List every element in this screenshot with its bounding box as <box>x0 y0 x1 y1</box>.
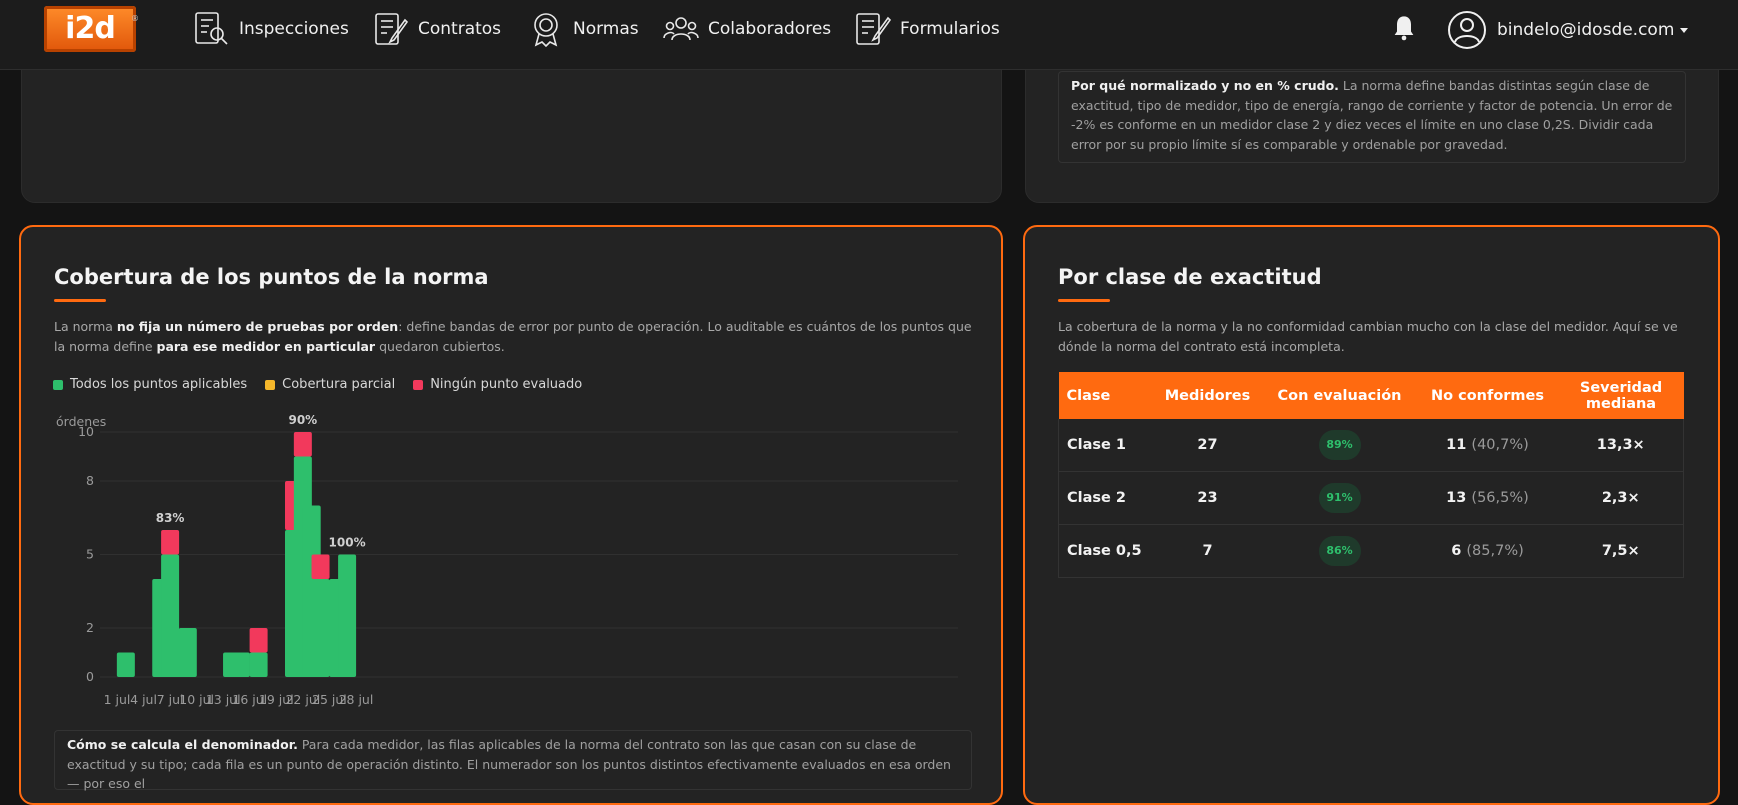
nav-colaboradores[interactable]: Colaboradores <box>662 11 831 47</box>
coverage-card: Cobertura de los puntos de la norma La n… <box>19 225 1003 805</box>
inspection-icon <box>195 12 228 45</box>
cell-eval: 86% <box>1262 524 1417 578</box>
cell-severidad: 7,5× <box>1558 524 1684 578</box>
col-con-evaluacion[interactable]: Con evaluación <box>1262 372 1417 419</box>
registered-mark: ® <box>131 14 139 23</box>
cell-no-conformes: 11 (40,7%) <box>1416 419 1559 472</box>
y-axis-label: órdenes <box>56 414 106 429</box>
bar-segment-complete <box>231 652 250 677</box>
x-tick-label: 25 jul <box>312 692 347 707</box>
legend-swatch-red <box>413 379 424 390</box>
bar-segment-complete <box>161 554 180 677</box>
user-menu[interactable]: bindelo@idosde.com <box>1447 10 1689 50</box>
people-icon <box>663 17 699 41</box>
legend-swatch-green <box>53 379 63 390</box>
denominator-note: Cómo se calcula el denominador. Para cad… <box>54 730 972 791</box>
cell-eval: 91% <box>1262 471 1417 525</box>
legend-item-partial[interactable]: Cobertura parcial <box>265 377 395 392</box>
cell-clase: Clase 1 <box>1058 419 1153 472</box>
x-tick-label: 22 jul <box>285 692 320 707</box>
coverage-pill: 89% <box>1318 430 1361 460</box>
bell-icon <box>1394 16 1414 41</box>
nav-formularios[interactable]: Formularios <box>854 11 1000 47</box>
nav-contratos[interactable]: Contratos <box>372 11 501 47</box>
bar-annotation: 100% <box>329 536 366 550</box>
normalization-note: Por qué normalizado y no en % crudo. La … <box>1058 71 1686 163</box>
x-tick-label: 7 jul <box>157 692 184 707</box>
coverage-title: Cobertura de los puntos de la norma <box>54 265 489 289</box>
cell-medidores: 27 <box>1152 419 1263 472</box>
legend-item-all[interactable]: Todos los puntos aplicables <box>53 377 247 392</box>
y-tick-label: 5 <box>86 547 94 562</box>
bar-segment-none <box>311 554 330 579</box>
app-logo[interactable]: i2d <box>44 6 136 52</box>
bar-segment-complete <box>338 554 357 677</box>
x-tick-label: 1 jul <box>104 692 131 707</box>
form-icon <box>856 13 892 45</box>
accuracy-description: La cobertura de la norma y la no conform… <box>1058 319 1678 354</box>
x-tick-label: 10 jul <box>179 692 214 707</box>
table-row[interactable]: Clase 2 23 91% 13 (56,5%) 2,3× <box>1058 471 1684 525</box>
nav-inspecciones[interactable]: Inspecciones <box>193 11 349 47</box>
x-tick-label: 4 jul <box>130 692 157 707</box>
chevron-down-icon <box>1680 27 1689 33</box>
accuracy-table: Clase Medidores Con evaluación No confor… <box>1058 372 1684 578</box>
contract-icon <box>375 13 409 45</box>
chart-legend: Todos los puntos aplicables Cobertura pa… <box>53 377 600 392</box>
top-navbar: i2d ® Inspecciones Contratos Normas Cola… <box>0 0 1738 70</box>
col-clase[interactable]: Clase <box>1058 372 1153 419</box>
notifications-button[interactable] <box>1390 14 1418 46</box>
nav-normas[interactable]: Normas <box>527 11 639 48</box>
cell-severidad: 2,3× <box>1558 471 1684 525</box>
bar-annotation: 90% <box>288 413 317 427</box>
table-row[interactable]: Clase 1 27 89% 11 (40,7%) 13,3× <box>1058 419 1684 472</box>
col-medidores[interactable]: Medidores <box>1152 372 1263 419</box>
cell-medidores: 23 <box>1152 471 1263 525</box>
x-tick-label: 19 jul <box>259 692 294 707</box>
bar-segment-none <box>161 530 180 555</box>
bar-segment-complete <box>249 652 268 677</box>
col-severidad[interactable]: Severidad mediana <box>1558 372 1684 419</box>
x-tick-label: 13 jul <box>206 692 241 707</box>
legend-item-none[interactable]: Ningún punto evaluado <box>413 377 582 392</box>
coverage-pill: 86% <box>1318 536 1361 566</box>
bar-segment-none <box>293 432 312 457</box>
table-header-row: Clase Medidores Con evaluación No confor… <box>1058 372 1684 419</box>
y-tick-label: 10 <box>78 424 94 439</box>
bar-segment-none <box>249 628 268 653</box>
bar-annotation: 83% <box>156 511 185 525</box>
cell-medidores: 7 <box>1152 524 1263 578</box>
user-avatar-icon <box>1448 11 1486 49</box>
cell-clase: Clase 0,5 <box>1058 524 1153 578</box>
y-tick-label: 8 <box>86 473 94 488</box>
cell-no-conformes: 13 (56,5%) <box>1416 471 1559 525</box>
y-tick-label: 0 <box>86 669 94 684</box>
x-tick-label: 16 jul <box>232 692 267 707</box>
title-accent <box>54 299 106 302</box>
award-icon <box>534 13 558 48</box>
x-tick-label: 28 jul <box>339 692 374 707</box>
user-email: bindelo@idosde.com <box>1497 20 1675 40</box>
y-tick-label: 2 <box>86 620 94 635</box>
cell-no-conformes: 6 (85,7%) <box>1416 524 1559 578</box>
cell-severidad: 13,3× <box>1558 419 1684 472</box>
cell-eval: 89% <box>1262 419 1417 472</box>
legend-swatch-yellow <box>265 379 276 390</box>
cell-clase: Clase 2 <box>1058 471 1153 525</box>
accuracy-title: Por clase de exactitud <box>1058 265 1322 289</box>
col-no-conformes[interactable]: No conformes <box>1416 372 1559 419</box>
title-accent <box>1058 299 1110 302</box>
bar-segment-complete <box>311 579 330 677</box>
bar-segment-complete <box>178 628 197 677</box>
top-right-card: Por qué normalizado y no en % crudo. La … <box>1025 40 1719 203</box>
coverage-description: La norma no fija un número de pruebas po… <box>54 319 972 354</box>
bar-segment-complete <box>116 652 135 677</box>
table-row[interactable]: Clase 0,5 7 86% 6 (85,7%) 7,5× <box>1058 524 1684 578</box>
coverage-pill: 91% <box>1318 483 1361 513</box>
